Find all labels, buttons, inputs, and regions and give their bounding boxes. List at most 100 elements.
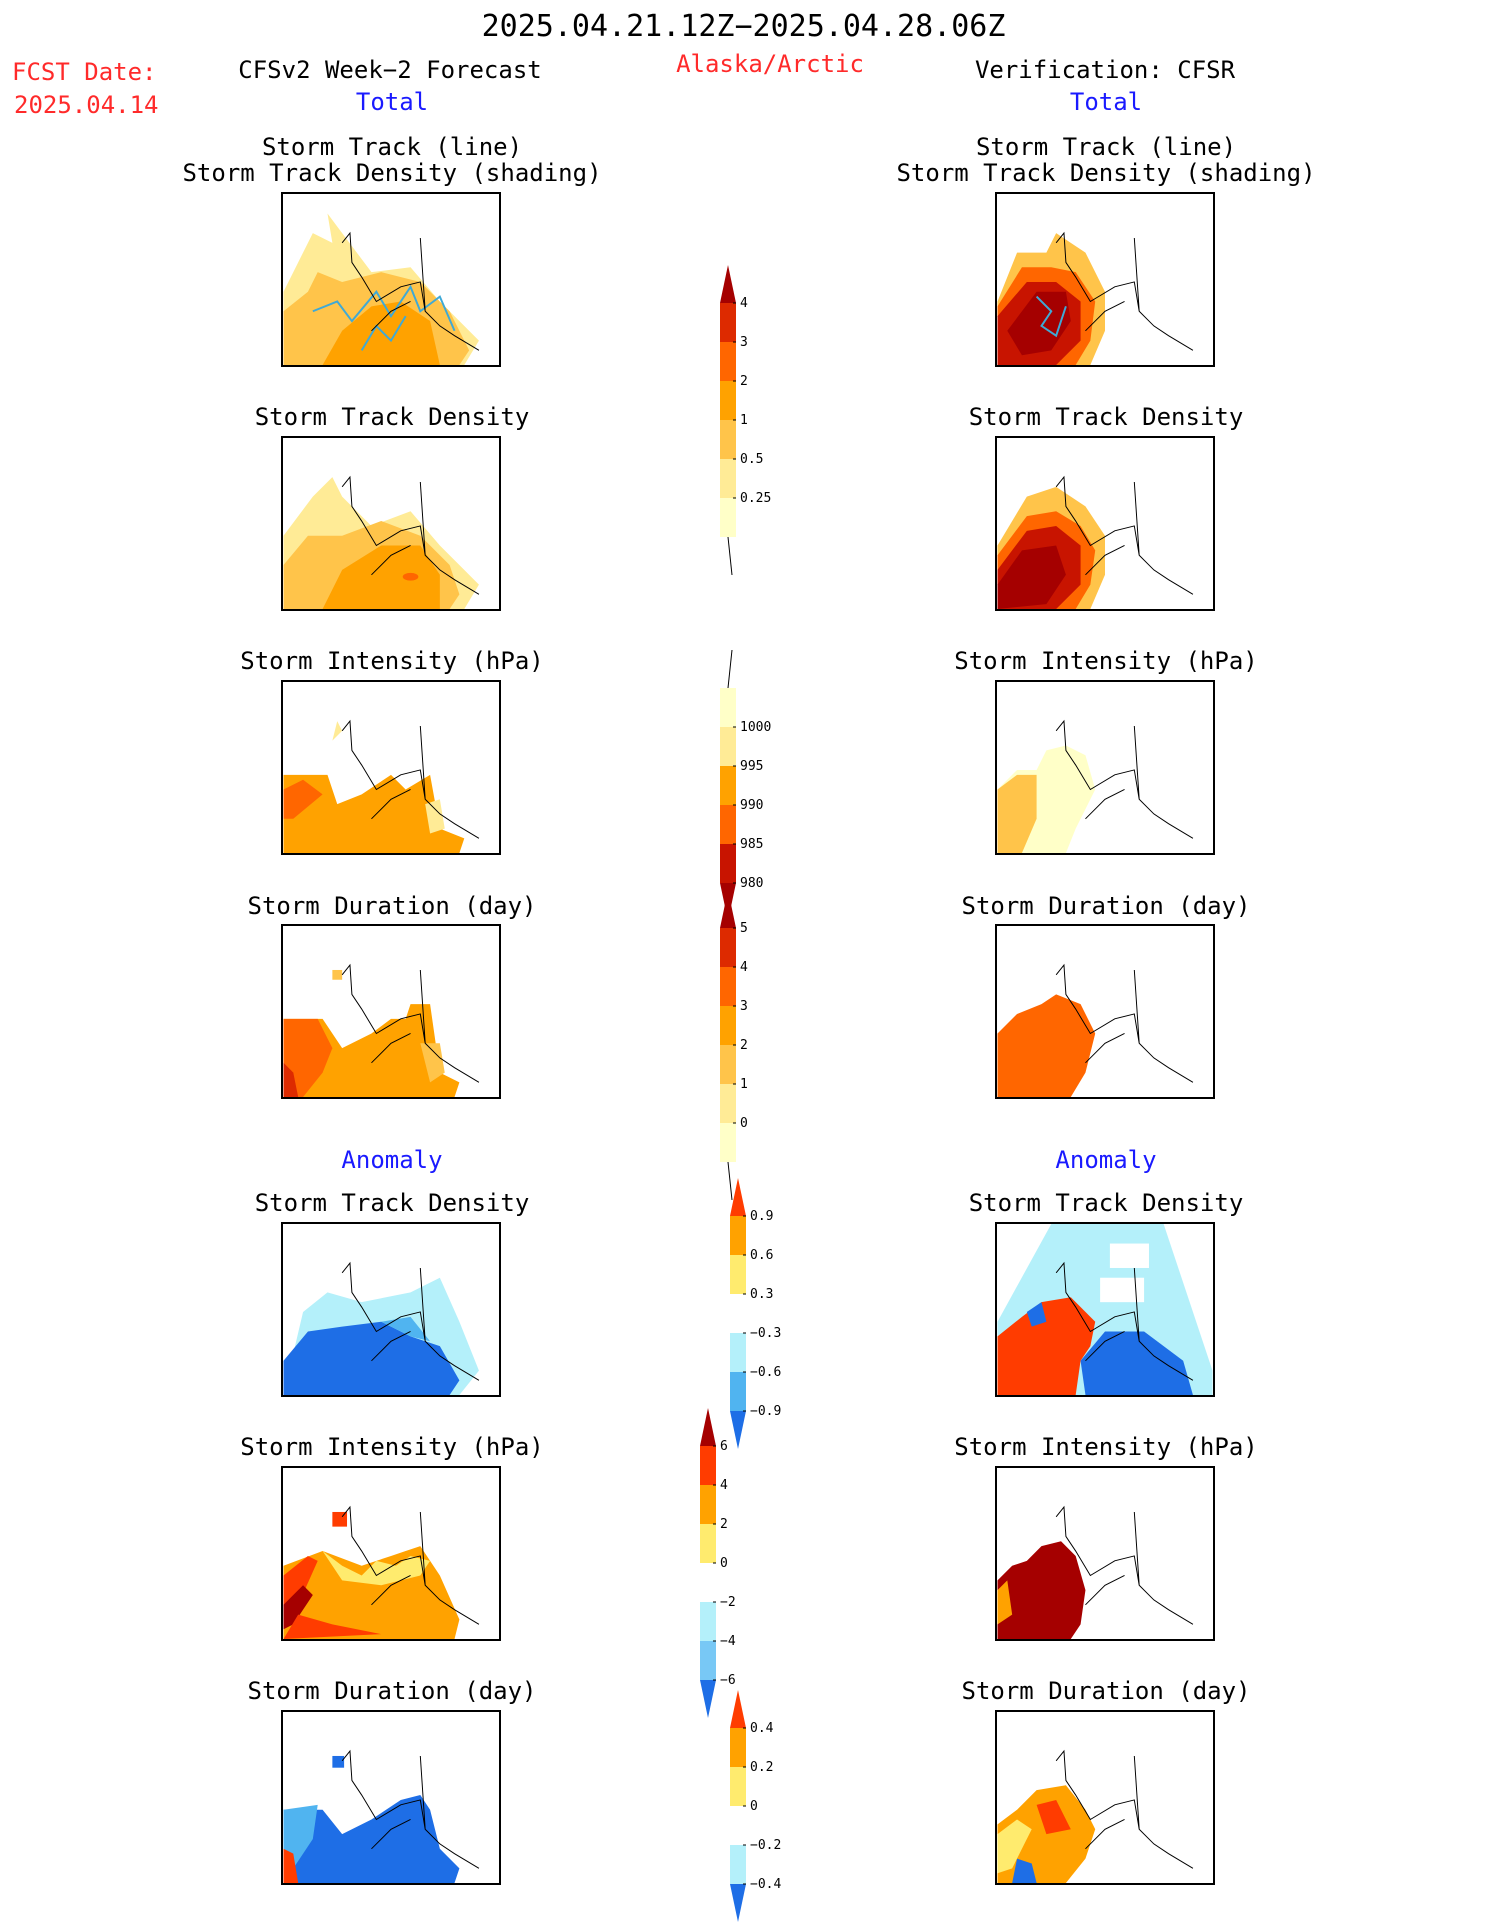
colorbar-swatch — [720, 303, 736, 342]
colorbar-tail — [727, 1161, 733, 1201]
colorbar-label: 0.5 — [740, 452, 763, 467]
colorbar-label: 0.9 — [750, 1209, 773, 1224]
colorbar-label: −0.4 — [750, 1877, 781, 1892]
colorbar-swatch — [720, 1123, 736, 1162]
colorbar-swatch — [720, 265, 736, 303]
colorbar-label: 985 — [740, 837, 763, 852]
colorbar-label: 0 — [750, 1799, 758, 1814]
map-left-storm-track — [281, 192, 501, 367]
left-density-anom-title: Storm Track Density — [254, 1189, 530, 1217]
colorbar-swatch — [720, 805, 736, 844]
total-label-left: Total — [355, 88, 429, 116]
left-duration-anom-title: Storm Duration (day) — [247, 1677, 537, 1705]
colorbar-swatch — [730, 1294, 746, 1333]
map-right-duration — [995, 924, 1215, 1099]
colorbar-label: 0.2 — [750, 1760, 773, 1775]
right-intensity-title: Storm Intensity (hPa) — [954, 647, 1258, 675]
colorbar-swatch — [720, 688, 736, 727]
map-right-intensity — [995, 680, 1215, 855]
colorbar-swatch — [720, 727, 736, 766]
colorbar-intensity: 1000 995 990 985 980 — [720, 649, 790, 925]
colorbar-duration-anom: 0.4 0.2 0 −0.2 −0.4 — [730, 1690, 800, 1926]
colorbar-swatch — [730, 1333, 746, 1372]
fcst-date-value: 2025.04.14 — [14, 91, 159, 119]
colorbar-tail — [727, 536, 733, 576]
colorbar-swatch — [700, 1446, 716, 1485]
colorbar-swatch — [720, 1045, 736, 1084]
map-left-duration-anom — [281, 1710, 501, 1885]
colorbar-label: 3 — [740, 335, 748, 350]
colorbar-label: 2 — [740, 1038, 748, 1053]
colorbar-swatch — [730, 1884, 746, 1922]
right-storm-track-line-title: Storm Track (line) — [975, 133, 1237, 161]
colorbar-label: 0.3 — [750, 1287, 773, 1302]
colorbar-swatch — [700, 1485, 716, 1524]
colorbar-swatch — [720, 1006, 736, 1045]
colorbar-swatch — [720, 928, 736, 967]
colorbar-swatch — [720, 844, 736, 883]
colorbar-swatch — [730, 1845, 746, 1884]
map-right-duration-anom — [995, 1710, 1215, 1885]
colorbar-label: −4 — [720, 1634, 736, 1649]
left-column-title: CFSv2 Week−2 Forecast — [238, 56, 542, 84]
total-label-right: Total — [1069, 88, 1143, 116]
colorbar-swatch — [720, 420, 736, 459]
colorbar-label: 4 — [720, 1478, 728, 1493]
left-duration-title: Storm Duration (day) — [247, 892, 537, 920]
colorbar-label: 1 — [740, 413, 748, 428]
colorbar-label: 6 — [720, 1439, 728, 1454]
colorbar-swatch — [700, 1408, 716, 1446]
colorbar-swatch — [700, 1563, 716, 1602]
map-right-intensity-anom — [995, 1466, 1215, 1641]
colorbar-tail — [727, 649, 733, 689]
colorbar-swatch — [720, 381, 736, 420]
colorbar-swatch — [720, 967, 736, 1006]
colorbar-swatch — [730, 1690, 746, 1728]
colorbar-label: 4 — [740, 960, 748, 975]
colorbar-swatch — [730, 1767, 746, 1806]
region-title: Alaska/Arctic — [676, 50, 864, 78]
map-left-intensity-anom — [281, 1466, 501, 1641]
colorbar-swatch — [720, 1084, 736, 1123]
map-right-density — [995, 436, 1215, 611]
colorbar-swatch — [730, 1806, 746, 1845]
colorbar-density: 4 3 2 1 0.5 0.25 — [720, 265, 790, 579]
fcst-date-label: FCST Date: — [12, 58, 157, 86]
left-density-title: Storm Track Density — [254, 403, 530, 431]
colorbar-label: 3 — [740, 999, 748, 1014]
colorbar-label: 980 — [740, 876, 763, 891]
right-storm-track-shading-title: Storm Track Density (shading) — [896, 159, 1316, 187]
colorbar-label: 4 — [740, 296, 748, 311]
left-intensity-anom-title: Storm Intensity (hPa) — [240, 1433, 544, 1461]
colorbar-swatch — [730, 1372, 746, 1411]
colorbar-label: 0.6 — [750, 1248, 773, 1263]
colorbar-swatch — [720, 890, 736, 928]
colorbar-swatch — [730, 1411, 746, 1449]
colorbar-swatch — [720, 459, 736, 498]
colorbar-density-anom: 0.9 0.6 0.3 −0.3 −0.6 −0.9 — [730, 1178, 800, 1453]
colorbar-label: 995 — [740, 759, 763, 774]
map-left-duration — [281, 924, 501, 1099]
colorbar-swatch — [730, 1255, 746, 1294]
colorbar-swatch — [720, 498, 736, 537]
colorbar-label: 5 — [740, 921, 748, 936]
colorbar-swatch — [720, 342, 736, 381]
colorbar-swatch — [700, 1602, 716, 1641]
colorbar-label: −6 — [720, 1673, 736, 1688]
colorbar-label: 0 — [720, 1556, 728, 1571]
left-storm-track-line-title: Storm Track (line) — [261, 133, 523, 161]
anomaly-label-left: Anomaly — [341, 1146, 443, 1174]
map-left-density — [281, 436, 501, 611]
colorbar-label: 1 — [740, 1077, 748, 1092]
right-density-anom-title: Storm Track Density — [968, 1189, 1244, 1217]
map-right-density-anom — [995, 1222, 1215, 1397]
colorbar-swatch — [700, 1680, 716, 1718]
colorbar-swatch — [720, 766, 736, 805]
colorbar-label: 0 — [740, 1116, 748, 1131]
colorbar-swatch — [730, 1178, 746, 1216]
left-storm-track-shading-title: Storm Track Density (shading) — [182, 159, 602, 187]
right-intensity-anom-title: Storm Intensity (hPa) — [954, 1433, 1258, 1461]
left-intensity-title: Storm Intensity (hPa) — [240, 647, 544, 675]
colorbar-label: 0.25 — [740, 491, 771, 506]
colorbar-label: −0.9 — [750, 1404, 781, 1419]
